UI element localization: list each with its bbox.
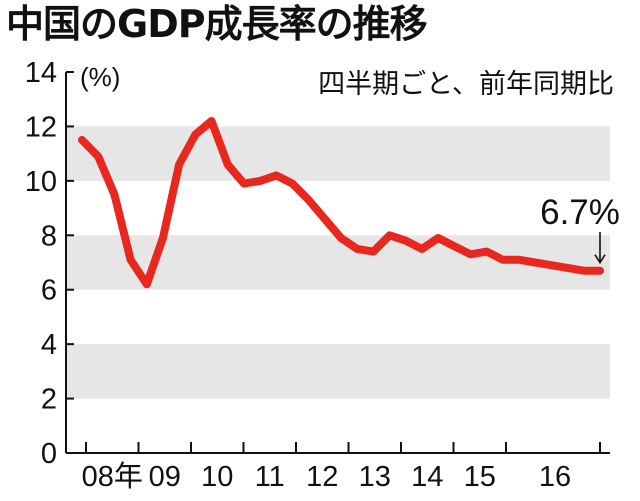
x-tick-label: 13 bbox=[359, 461, 391, 493]
x-tick-label: 10 bbox=[201, 461, 233, 493]
x-axis-ticks: 08年 09 10 11 12 13 14 15 16 bbox=[82, 442, 601, 493]
x-tick-label: 16 bbox=[539, 461, 571, 493]
series-line-gdp-growth bbox=[78, 117, 604, 289]
chart-subtitle: 四半期ごと、前年同期比 bbox=[318, 69, 614, 100]
x-tick-label: 12 bbox=[306, 461, 338, 493]
grid-band bbox=[66, 126, 610, 181]
grid-band bbox=[66, 344, 610, 399]
x-tick-label: 11 bbox=[255, 461, 285, 493]
y-tick-label: 2 bbox=[41, 384, 57, 416]
y-tick-label: 12 bbox=[25, 111, 57, 143]
y-tick-label: 14 bbox=[25, 57, 57, 89]
y-tick-label: 6 bbox=[41, 275, 57, 307]
x-tick-label: 09 bbox=[149, 461, 181, 493]
y-tick-label: 4 bbox=[41, 329, 57, 361]
x-tick-label: 15 bbox=[464, 461, 496, 493]
y-axis-ticks: 0 2 4 6 8 10 12 14 bbox=[25, 57, 74, 470]
x-tick-label: 08年 bbox=[82, 460, 143, 493]
y-tick-label: 0 bbox=[41, 438, 57, 470]
y-tick-label: 8 bbox=[41, 220, 57, 252]
y-axis-unit-label: (%) bbox=[80, 62, 120, 92]
x-tick-label: 14 bbox=[411, 461, 443, 493]
y-tick-label: 10 bbox=[25, 166, 57, 198]
callout-arrow-head bbox=[594, 254, 606, 265]
latest-value-callout: 6.7% bbox=[540, 193, 620, 265]
latest-value-label: 6.7% bbox=[540, 193, 620, 232]
chart-title: 中国のGDP成長率の推移 bbox=[6, 2, 428, 46]
